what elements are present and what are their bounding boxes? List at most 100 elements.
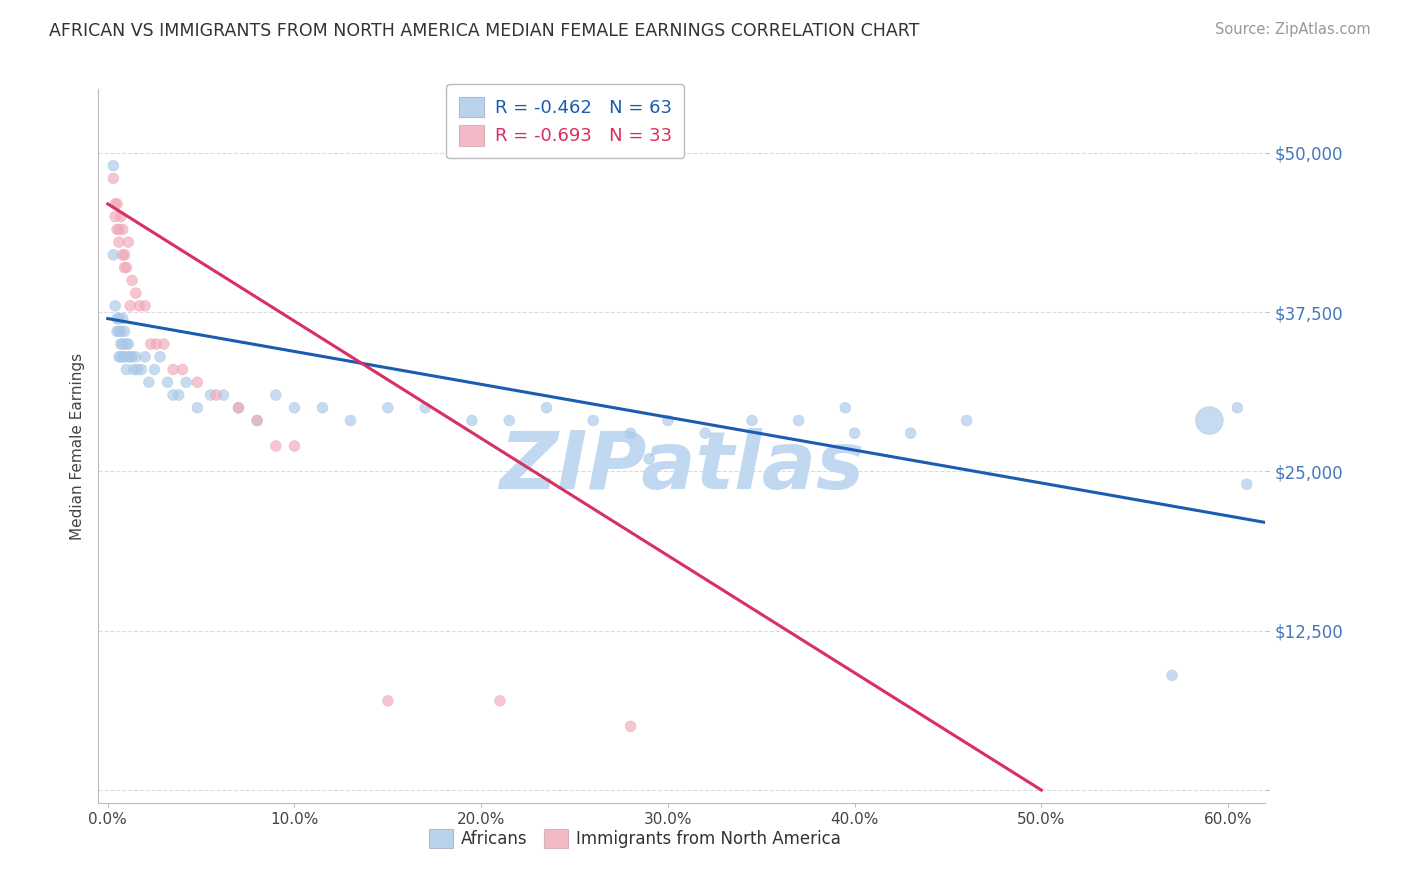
- Point: [172, 362, 194, 376]
- Point: [105, 311, 128, 326]
- Point: [152, 337, 174, 351]
- Point: [657, 413, 679, 427]
- Point: [741, 413, 763, 427]
- Point: [125, 350, 148, 364]
- Point: [115, 362, 138, 376]
- Point: [536, 401, 558, 415]
- Point: [104, 210, 127, 224]
- Point: [228, 401, 250, 415]
- Point: [377, 401, 399, 415]
- Point: [110, 324, 132, 338]
- Point: [114, 350, 136, 364]
- Point: [115, 260, 138, 275]
- Point: [105, 324, 128, 338]
- Point: [246, 413, 269, 427]
- Point: [110, 337, 132, 351]
- Point: [111, 248, 134, 262]
- Point: [104, 299, 127, 313]
- Point: [117, 337, 139, 351]
- Point: [110, 210, 132, 224]
- Point: [111, 311, 134, 326]
- Point: [956, 413, 979, 427]
- Point: [114, 260, 136, 275]
- Point: [1161, 668, 1184, 682]
- Point: [162, 362, 184, 376]
- Point: [134, 350, 156, 364]
- Point: [283, 401, 305, 415]
- Point: [246, 413, 269, 427]
- Point: [105, 222, 128, 236]
- Y-axis label: Median Female Earnings: Median Female Earnings: [69, 352, 84, 540]
- Legend: Africans, Immigrants from North America: Africans, Immigrants from North America: [423, 822, 848, 855]
- Point: [205, 388, 228, 402]
- Point: [339, 413, 361, 427]
- Point: [619, 426, 641, 441]
- Point: [117, 235, 139, 249]
- Point: [110, 350, 132, 364]
- Point: [111, 350, 134, 364]
- Point: [108, 324, 131, 338]
- Point: [228, 401, 250, 415]
- Point: [143, 362, 166, 376]
- Point: [186, 401, 208, 415]
- Point: [134, 299, 156, 313]
- Point: [834, 401, 856, 415]
- Point: [120, 350, 142, 364]
- Point: [787, 413, 810, 427]
- Point: [156, 376, 179, 390]
- Point: [498, 413, 520, 427]
- Point: [138, 376, 160, 390]
- Point: [283, 439, 305, 453]
- Point: [212, 388, 235, 402]
- Point: [125, 286, 148, 301]
- Point: [108, 350, 131, 364]
- Point: [108, 222, 131, 236]
- Point: [120, 299, 142, 313]
- Point: [167, 388, 190, 402]
- Point: [111, 337, 134, 351]
- Point: [122, 362, 145, 376]
- Point: [103, 159, 125, 173]
- Point: [186, 376, 208, 390]
- Point: [103, 171, 125, 186]
- Text: ZIPatlas: ZIPatlas: [499, 428, 865, 507]
- Point: [900, 426, 922, 441]
- Point: [139, 337, 162, 351]
- Point: [264, 439, 287, 453]
- Point: [121, 350, 143, 364]
- Point: [264, 388, 287, 402]
- Point: [111, 222, 134, 236]
- Point: [145, 337, 167, 351]
- Point: [114, 248, 136, 262]
- Point: [162, 388, 184, 402]
- Point: [844, 426, 866, 441]
- Point: [103, 248, 125, 262]
- Point: [149, 350, 172, 364]
- Point: [114, 324, 136, 338]
- Point: [200, 388, 222, 402]
- Point: [1236, 477, 1258, 491]
- Point: [638, 451, 661, 466]
- Point: [174, 376, 197, 390]
- Point: [115, 337, 138, 351]
- Point: [413, 401, 436, 415]
- Point: [104, 197, 127, 211]
- Point: [128, 299, 150, 313]
- Point: [1226, 401, 1249, 415]
- Point: [461, 413, 484, 427]
- Text: Source: ZipAtlas.com: Source: ZipAtlas.com: [1215, 22, 1371, 37]
- Text: AFRICAN VS IMMIGRANTS FROM NORTH AMERICA MEDIAN FEMALE EARNINGS CORRELATION CHAR: AFRICAN VS IMMIGRANTS FROM NORTH AMERICA…: [49, 22, 920, 40]
- Point: [311, 401, 333, 415]
- Point: [108, 235, 131, 249]
- Point: [108, 311, 131, 326]
- Point: [131, 362, 153, 376]
- Point: [121, 273, 143, 287]
- Point: [117, 350, 139, 364]
- Point: [377, 694, 399, 708]
- Point: [582, 413, 605, 427]
- Point: [489, 694, 512, 708]
- Point: [105, 197, 128, 211]
- Point: [127, 362, 149, 376]
- Point: [695, 426, 717, 441]
- Point: [1198, 413, 1220, 427]
